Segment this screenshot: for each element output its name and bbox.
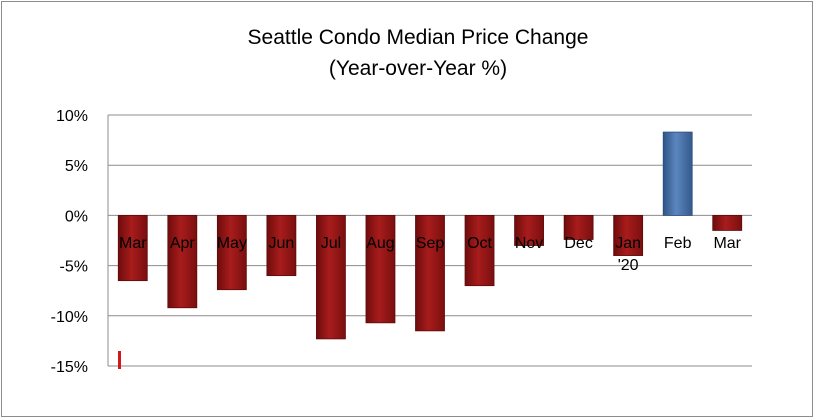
axis-marker (118, 351, 121, 369)
category-label: May (217, 235, 247, 252)
bar (712, 214, 743, 231)
y-tick-label: -15% (51, 359, 88, 376)
category-label: Mar (713, 235, 741, 252)
bar (415, 214, 445, 332)
category-label: Jul (321, 235, 341, 252)
bar (266, 214, 297, 277)
category-label: Feb (664, 235, 692, 252)
bar (464, 214, 495, 287)
chart-title: Seattle Condo Median Price Change (248, 26, 589, 49)
category-label: Mar (119, 235, 147, 252)
category-label: Jan (615, 235, 641, 252)
chart-subtitle: (Year-over-Year %) (329, 57, 507, 80)
bar (216, 214, 247, 291)
category-label: Oct (467, 235, 492, 252)
category-label: Nov (515, 235, 543, 252)
bars-layer (117, 131, 743, 340)
bar (117, 214, 148, 282)
category-label: Aug (366, 235, 394, 252)
category-label: Jun (268, 235, 294, 252)
bar (613, 214, 644, 256)
x-category-labels: Mar Apr May Jun Jul Aug Sep Oct Nov Dec Jan '20 Feb M… (119, 235, 742, 274)
bar (662, 131, 693, 216)
category-label: '20 (618, 257, 639, 274)
y-tick-labels: 10% 5% 0% -5% -10% -15% (51, 108, 88, 376)
y-tick-label: -5% (60, 259, 88, 276)
category-label: Sep (416, 235, 445, 252)
y-tick-label: 10% (56, 108, 88, 125)
bar (365, 214, 396, 324)
y-tick-label: 5% (65, 158, 88, 175)
category-label: Apr (170, 235, 196, 252)
y-tick-label: -10% (51, 309, 88, 326)
bar (514, 214, 544, 246)
bar (316, 214, 346, 340)
y-tick-label: 0% (65, 208, 88, 225)
bar (563, 214, 594, 240)
bar (167, 214, 198, 309)
category-label: Dec (564, 235, 592, 252)
